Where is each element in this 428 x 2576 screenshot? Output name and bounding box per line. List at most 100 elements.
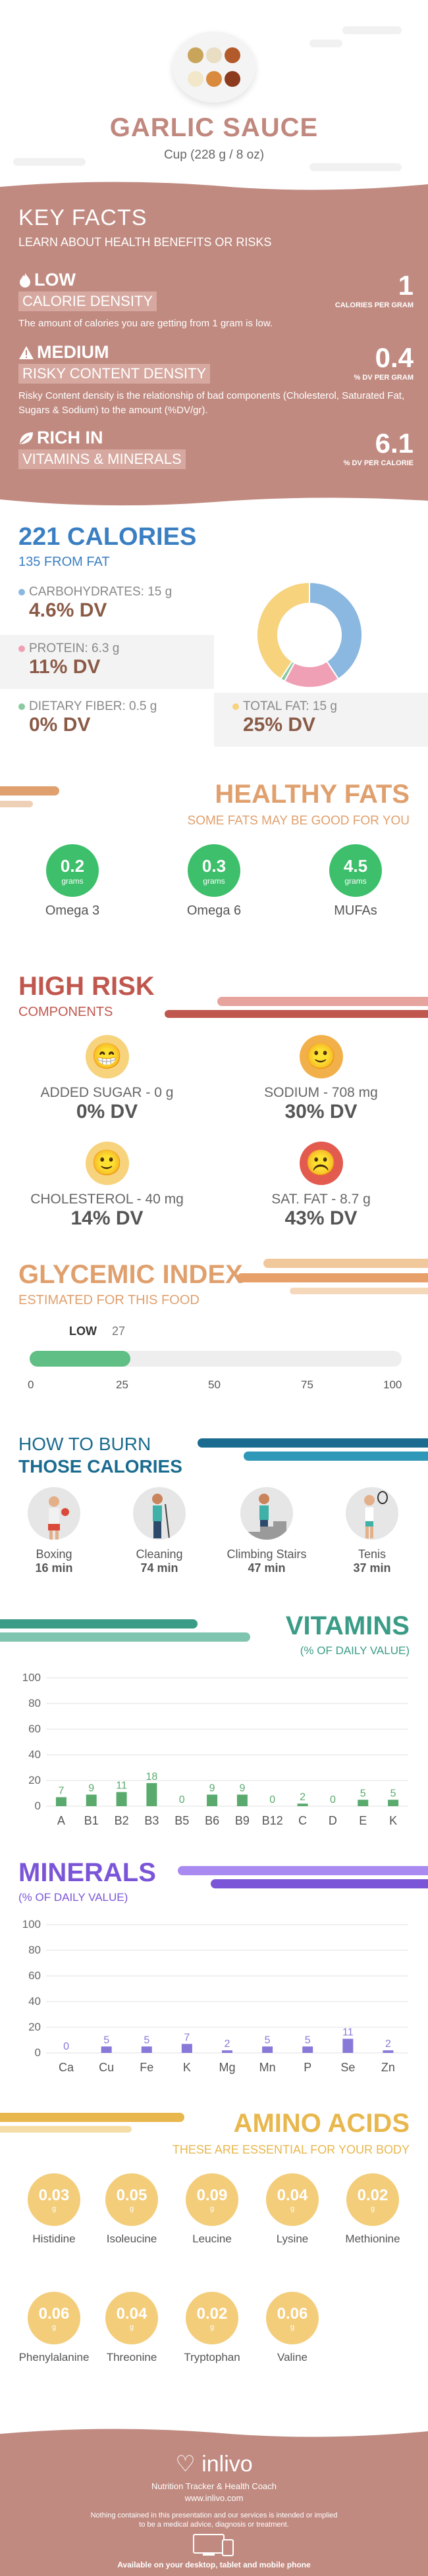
amino-methionine: 0.02 g Methionine bbox=[333, 2173, 412, 2246]
decor-cloud bbox=[342, 26, 402, 34]
data-label: 5 bbox=[265, 2034, 271, 2046]
header: GARLIC SAUCE Cup (228 g / 8 oz) bbox=[0, 0, 428, 178]
activity-boxing: Boxing 16 min bbox=[8, 1487, 100, 1575]
x-tick-label: K bbox=[183, 2061, 191, 2074]
vitamin-bar-c bbox=[297, 1804, 308, 1806]
minerals-section: MINERALS (% OF DAILY VALUE) 0 20 40 60 80 100… bbox=[0, 1849, 428, 2096]
x-tick-label: B3 bbox=[144, 1814, 159, 1827]
activity-name: Climbing Stairs bbox=[227, 1548, 307, 1561]
mineral-bar-zn bbox=[383, 2050, 394, 2053]
smile-face-icon: 😁 bbox=[85, 1035, 129, 1078]
risk-sat-fat: ☹️ SAT. FAT - 8.7 g 43% DV bbox=[214, 1142, 428, 1230]
data-label: 5 bbox=[305, 2034, 311, 2046]
x-tick-label: B2 bbox=[115, 1814, 129, 1827]
drop-icon: 0.2 grams bbox=[46, 844, 99, 897]
amino-value: 0.02 bbox=[196, 2305, 228, 2323]
amino-unit: g bbox=[129, 2205, 134, 2213]
fact-vitamins-minerals: RICH IN VITAMINS & MINERALS 6.1 % DV PER… bbox=[18, 428, 414, 469]
fat-name: Omega 6 bbox=[186, 903, 242, 918]
brand-url[interactable]: www.inlivo.com bbox=[184, 2493, 244, 2503]
decor-stripe bbox=[0, 2113, 184, 2122]
x-tick-label: P bbox=[304, 2061, 311, 2074]
key-facts-title: KEY FACTS bbox=[18, 205, 147, 230]
glycemic-level: LOW bbox=[69, 1325, 97, 1338]
risk-name: SAT. FAT - 8.7 g bbox=[271, 1192, 371, 1207]
data-label: 0 bbox=[269, 1794, 275, 1806]
decor-stripe bbox=[0, 1632, 250, 1642]
amino-name: Isoleucine bbox=[106, 2233, 157, 2245]
amino-name: Methionine bbox=[345, 2233, 400, 2245]
amino-value: 0.09 bbox=[196, 2186, 228, 2204]
amino-threonine: 0.04 g Threonine bbox=[92, 2292, 171, 2364]
activity-name: Cleaning bbox=[136, 1548, 183, 1561]
amino-name: Valine bbox=[277, 2351, 308, 2363]
mineral-bar-mg bbox=[222, 2050, 232, 2053]
x-tick-label: B12 bbox=[262, 1814, 283, 1827]
x-tick-label: Zn bbox=[381, 2061, 395, 2074]
data-label: 2 bbox=[300, 1792, 306, 1803]
nutrient-label: DIETARY FIBER: 0.5 g bbox=[29, 699, 157, 713]
carbs-dot bbox=[18, 589, 25, 595]
amino-badge: 0.06 g bbox=[28, 2292, 80, 2344]
neutral-face-icon: 🙂 bbox=[299, 1035, 343, 1078]
activity-tennis: Tenis 37 min bbox=[326, 1487, 418, 1575]
decor-cloud bbox=[13, 158, 86, 166]
data-label: 9 bbox=[209, 1782, 215, 1794]
activity-time: 16 min bbox=[35, 1561, 73, 1575]
calories-from-fat: 135 FROM FAT bbox=[18, 555, 110, 569]
data-label: 2 bbox=[385, 2038, 391, 2050]
drop-icon: 0.3 grams bbox=[188, 844, 240, 897]
devices-icon bbox=[193, 2534, 234, 2556]
glycemic-bar-fill bbox=[30, 1351, 130, 1367]
stairs-icon bbox=[240, 1487, 293, 1540]
y-tick-label: 100 bbox=[22, 1918, 41, 1931]
y-tick-label: 60 bbox=[28, 1723, 41, 1735]
amino-name: Leucine bbox=[192, 2233, 232, 2245]
fact-description: Risky Content density is the relationshi… bbox=[18, 390, 405, 416]
glycemic-section: GLYCEMIC INDEX ESTIMATED FOR THIS FOOD L… bbox=[0, 1247, 428, 1421]
fact-value: 6.1 bbox=[375, 428, 414, 459]
vitamin-bar-b3 bbox=[146, 1782, 157, 1806]
amino-value: 0.03 bbox=[38, 2186, 70, 2204]
vitamins-bar-chart: 0 20 40 60 80 100 7 A 9 B1 11 B2 18 B3 0 B5 9 B6 9 B9 0 B12 2 C… bbox=[22, 1671, 408, 1827]
drop-icon: 4.5 grams bbox=[329, 844, 382, 897]
key-facts-lead: LEARN ABOUT HEALTH BENEFITS OR RISKS bbox=[18, 236, 272, 249]
x-tick-label: C bbox=[298, 1814, 307, 1827]
glycemic-tick: 0 bbox=[28, 1378, 34, 1391]
decor-stripe bbox=[178, 1866, 428, 1875]
decor-stripe bbox=[0, 801, 33, 807]
amino-value: 0.02 bbox=[357, 2186, 388, 2204]
vitamin-bar-e bbox=[358, 1800, 369, 1806]
fact-name: VITAMINS & MINERALS bbox=[18, 449, 186, 469]
glycemic-value: 27 bbox=[112, 1325, 126, 1338]
amino-section: AMINO ACIDS THESE ARE ESSENTIAL FOR YOUR… bbox=[0, 2096, 428, 2425]
wave-divider bbox=[0, 2425, 428, 2437]
x-tick-label: B5 bbox=[174, 1814, 189, 1827]
fact-level: RICH IN bbox=[18, 428, 414, 448]
fact-calorie-density: LOW CALORIE DENSITY 1 CALORIES PER GRAM … bbox=[18, 270, 414, 331]
y-tick-label: 60 bbox=[28, 1969, 41, 1982]
fact-level: MEDIUM bbox=[18, 342, 414, 363]
healthy-fats-subtitle: SOME FATS MAY BE GOOD FOR YOU bbox=[187, 814, 410, 828]
amino-value: 0.06 bbox=[277, 2305, 308, 2323]
amino-unit: g bbox=[290, 2323, 295, 2331]
fat-mufas: 4.5 grams MUFAs bbox=[303, 844, 408, 919]
serving-size: Cup (228 g / 8 oz) bbox=[163, 148, 265, 162]
mineral-bar-mn bbox=[262, 2046, 273, 2053]
x-tick-label: B9 bbox=[235, 1814, 250, 1827]
risk-name: ADDED SUGAR - 0 g bbox=[40, 1085, 174, 1100]
footer: ♡ inlivo Nutrition Tracker & Health Coac… bbox=[0, 2425, 428, 2576]
vitamin-bar-b6 bbox=[207, 1794, 218, 1806]
sad-face-icon: ☹️ bbox=[299, 1142, 343, 1185]
mineral-bar-cu bbox=[101, 2046, 112, 2053]
amino-name: Histidine bbox=[32, 2233, 76, 2245]
amino-tryptophan: 0.02 g Tryptophan bbox=[173, 2292, 252, 2364]
activity-stairs: Climbing Stairs 47 min bbox=[221, 1487, 313, 1575]
nutrient-carbs: CARBOHYDRATES: 15 g 4.6% DV bbox=[0, 578, 214, 632]
food-image bbox=[173, 32, 255, 103]
wave-divider bbox=[0, 178, 428, 190]
data-label: 5 bbox=[390, 1788, 396, 1799]
data-label: 18 bbox=[146, 1771, 158, 1782]
amino-leucine: 0.09 g Leucine bbox=[173, 2173, 252, 2246]
x-tick-label: Se bbox=[340, 2061, 355, 2074]
